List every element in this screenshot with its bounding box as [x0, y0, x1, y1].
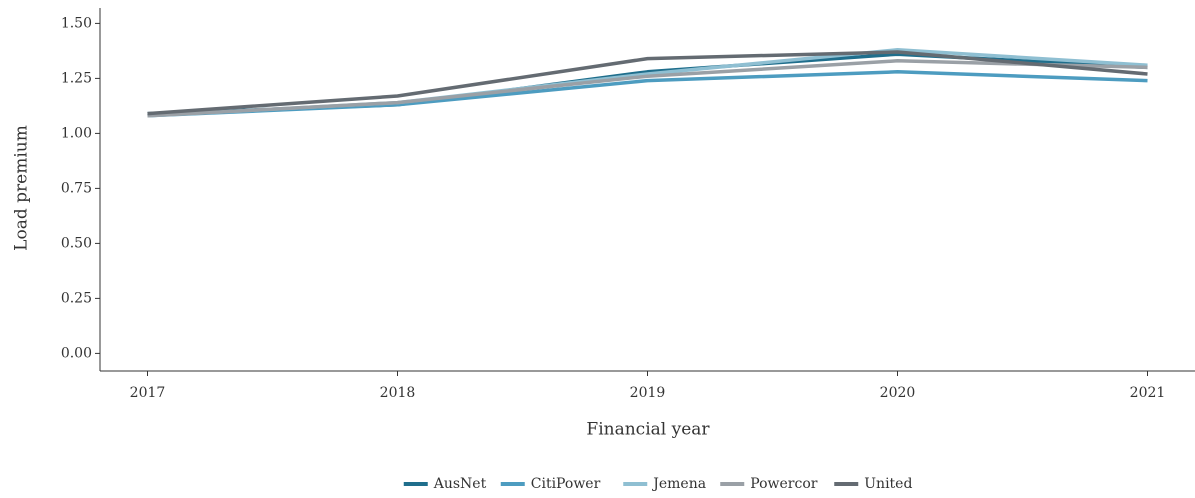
series-line — [147, 50, 1148, 116]
y-tick-label: 1.00 — [61, 125, 92, 141]
legend-label: Jemena — [651, 476, 706, 492]
legend-label: Powercor — [750, 476, 818, 492]
y-tick-label: 0.50 — [61, 235, 92, 251]
legend-label: CitiPower — [531, 476, 601, 492]
x-tick-label: 2021 — [1130, 385, 1166, 401]
x-tick-label: 2020 — [880, 385, 916, 401]
series-line — [147, 59, 1148, 118]
y-tick-label: 1.25 — [61, 70, 92, 86]
x-tick-label: 2019 — [630, 385, 666, 401]
y-tick-label: 0.25 — [61, 290, 92, 306]
legend-label: AusNet — [433, 476, 487, 492]
x-axis-title: Financial year — [586, 420, 710, 440]
y-tick-label: 0.75 — [61, 180, 92, 196]
x-tick-label: 2018 — [380, 385, 416, 401]
y-tick-label: 1.50 — [61, 15, 92, 31]
y-axis-title: Load premium — [12, 125, 32, 251]
legend-label: United — [864, 476, 912, 492]
x-tick-label: 2017 — [130, 385, 166, 401]
y-tick-label: 0.00 — [61, 345, 92, 361]
